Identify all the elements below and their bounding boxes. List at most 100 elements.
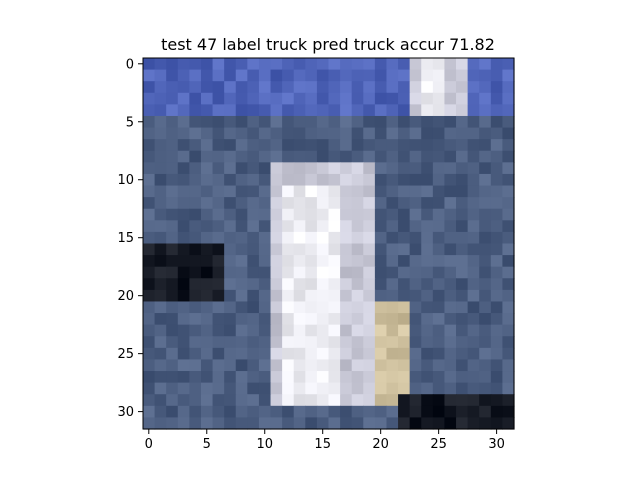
image-pixel [200,150,214,163]
image-pixel [258,127,272,140]
image-pixel [143,289,156,303]
image-pixel [293,336,306,349]
image-pixel [316,394,330,407]
image-pixel [177,185,190,198]
image-pixel [421,185,434,198]
image-pixel [409,301,422,314]
image-pixel [200,301,214,314]
image-pixel [386,208,399,221]
image-pixel [363,150,376,163]
image-pixel [328,139,341,152]
image-pixel [374,289,388,303]
image-pixel [200,162,214,175]
image-pixel [456,231,469,245]
image-pixel [166,301,179,314]
image-pixel [235,301,248,314]
image-pixel [386,115,399,129]
image-pixel [328,417,341,430]
image-pixel [374,382,388,395]
image-pixel [282,127,295,140]
image-pixel [444,324,457,337]
image-pixel [467,127,480,140]
image-pixel [258,301,272,314]
image-pixel [374,359,388,372]
image-pixel [328,382,341,395]
image-pixel [328,173,341,187]
image-pixel [189,127,202,140]
image-pixel [351,231,364,245]
image-pixel [247,115,260,129]
image-pixel [305,208,318,221]
image-pixel [398,266,411,279]
image-pixel [224,394,237,407]
image-pixel [479,115,492,129]
image-pixel [444,162,457,175]
image-pixel [293,58,306,71]
image-pixel [154,208,167,221]
image-pixel [328,104,341,117]
image-pixel [351,313,364,326]
image-pixel [363,127,376,140]
image-pixel [258,359,272,372]
image-pixel [270,139,283,152]
image-pixel [154,115,167,129]
image-pixel [270,394,283,407]
image-pixel [212,58,225,71]
image-pixel [200,394,214,407]
image-pixel [502,278,515,291]
image-pixel [328,278,341,291]
image-pixel [351,69,364,82]
image-pixel [305,359,318,372]
image-pixel [444,139,457,152]
image-pixel [456,69,469,82]
image-pixel [432,69,446,82]
image-pixel [293,92,306,105]
image-pixel [340,92,353,105]
image-pixel [143,162,156,175]
image-pixel [258,208,272,221]
image-pixel [143,185,156,198]
image-pixel [502,139,515,152]
image-pixel [224,417,237,430]
image-pixel [502,313,515,326]
x-axis: 0 5 10 15 20 25 30 [145,429,505,452]
image-pixel [224,266,237,279]
image-pixel [444,278,457,291]
image-pixel [316,197,330,210]
image-pixel [200,359,214,372]
image-pixel [305,324,318,337]
image-pixel [490,289,504,303]
image-pixel [235,371,248,384]
image-pixel [502,382,515,395]
image-pixel [374,405,388,419]
image-pixel [212,266,225,279]
image-pixels [143,58,515,430]
image-pixel [374,278,388,291]
image-pixel [189,69,202,82]
image-pixel [421,208,434,221]
image-pixel [200,324,214,337]
image-pixel [282,405,295,419]
image-pixel [247,127,260,140]
image-pixel [490,220,504,233]
image-pixel [224,139,237,152]
image-pixel [166,208,179,221]
image-pixel [421,197,434,210]
image-pixel [258,266,272,279]
image-pixel [270,371,283,384]
image-pixel [282,69,295,82]
image-pixel [154,220,167,233]
image-pixel [293,301,306,314]
image-pixel [166,92,179,105]
image-pixel [143,69,156,82]
image-pixel [432,405,446,419]
image-pixel [351,58,364,71]
image-pixel [328,371,341,384]
image-pixel [212,127,225,140]
image-pixel [456,220,469,233]
image-pixel [456,266,469,279]
image-pixel [316,255,330,268]
image-pixel [316,278,330,291]
image-pixel [328,231,341,245]
image-pixel [166,278,179,291]
